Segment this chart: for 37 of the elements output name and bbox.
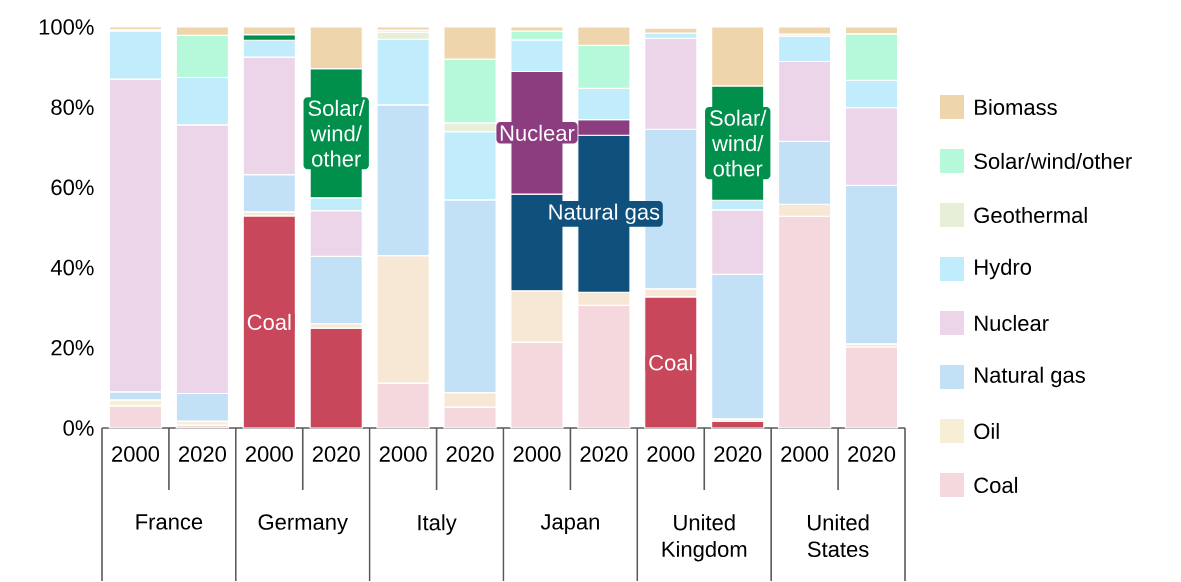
text: Germany: [258, 514, 348, 535]
text: United States: [807, 514, 869, 558]
data-label: Coal: [649, 354, 692, 371]
data-label: Nuclear: [500, 124, 575, 142]
legend-label: Hydro: [975, 258, 1032, 280]
x-tick-label: 2000: [647, 446, 695, 462]
text: France: [136, 514, 203, 530]
x-tick-label: 2020: [312, 446, 360, 462]
x-tick-label: 2020: [179, 446, 226, 462]
y-tick-label: 20%: [51, 340, 94, 356]
legend-label: Natural gas: [975, 366, 1085, 388]
x-tick-label: 2000: [513, 446, 561, 462]
text: Italy: [418, 514, 457, 535]
x-tick-label: 2020: [580, 446, 628, 462]
y-tick-label: 100%: [39, 19, 94, 35]
x-tick-label: 2000: [112, 446, 160, 462]
data-label: Coal: [247, 313, 291, 331]
x-tick-label: 2000: [379, 446, 427, 462]
x-tick-label: 2000: [245, 446, 293, 462]
y-tick-label: 0%: [63, 420, 94, 436]
legend-label: Oil: [974, 423, 999, 440]
legend-label: Geothermal: [974, 207, 1087, 224]
legend-label: Solar/wind/other: [974, 153, 1132, 170]
legend-label: Biomass: [975, 99, 1057, 116]
text: United Kingdom: [662, 514, 747, 562]
x-tick-label: 2020: [714, 446, 762, 462]
y-tick-label: 40%: [50, 259, 94, 276]
legend-label: Coal: [974, 477, 1018, 494]
y-tick-label: 60%: [51, 179, 94, 196]
text: Japan: [540, 514, 599, 535]
x-tick-label: 2020: [446, 446, 494, 462]
data-label: Natural gas: [549, 203, 660, 225]
data-label: Solar/ wind/ other: [308, 99, 365, 167]
legend-label: Nuclear: [975, 315, 1049, 332]
y-tick-label: 80%: [51, 99, 94, 116]
x-tick-label: 2000: [781, 446, 829, 462]
x-tick-label: 2020: [848, 446, 896, 462]
